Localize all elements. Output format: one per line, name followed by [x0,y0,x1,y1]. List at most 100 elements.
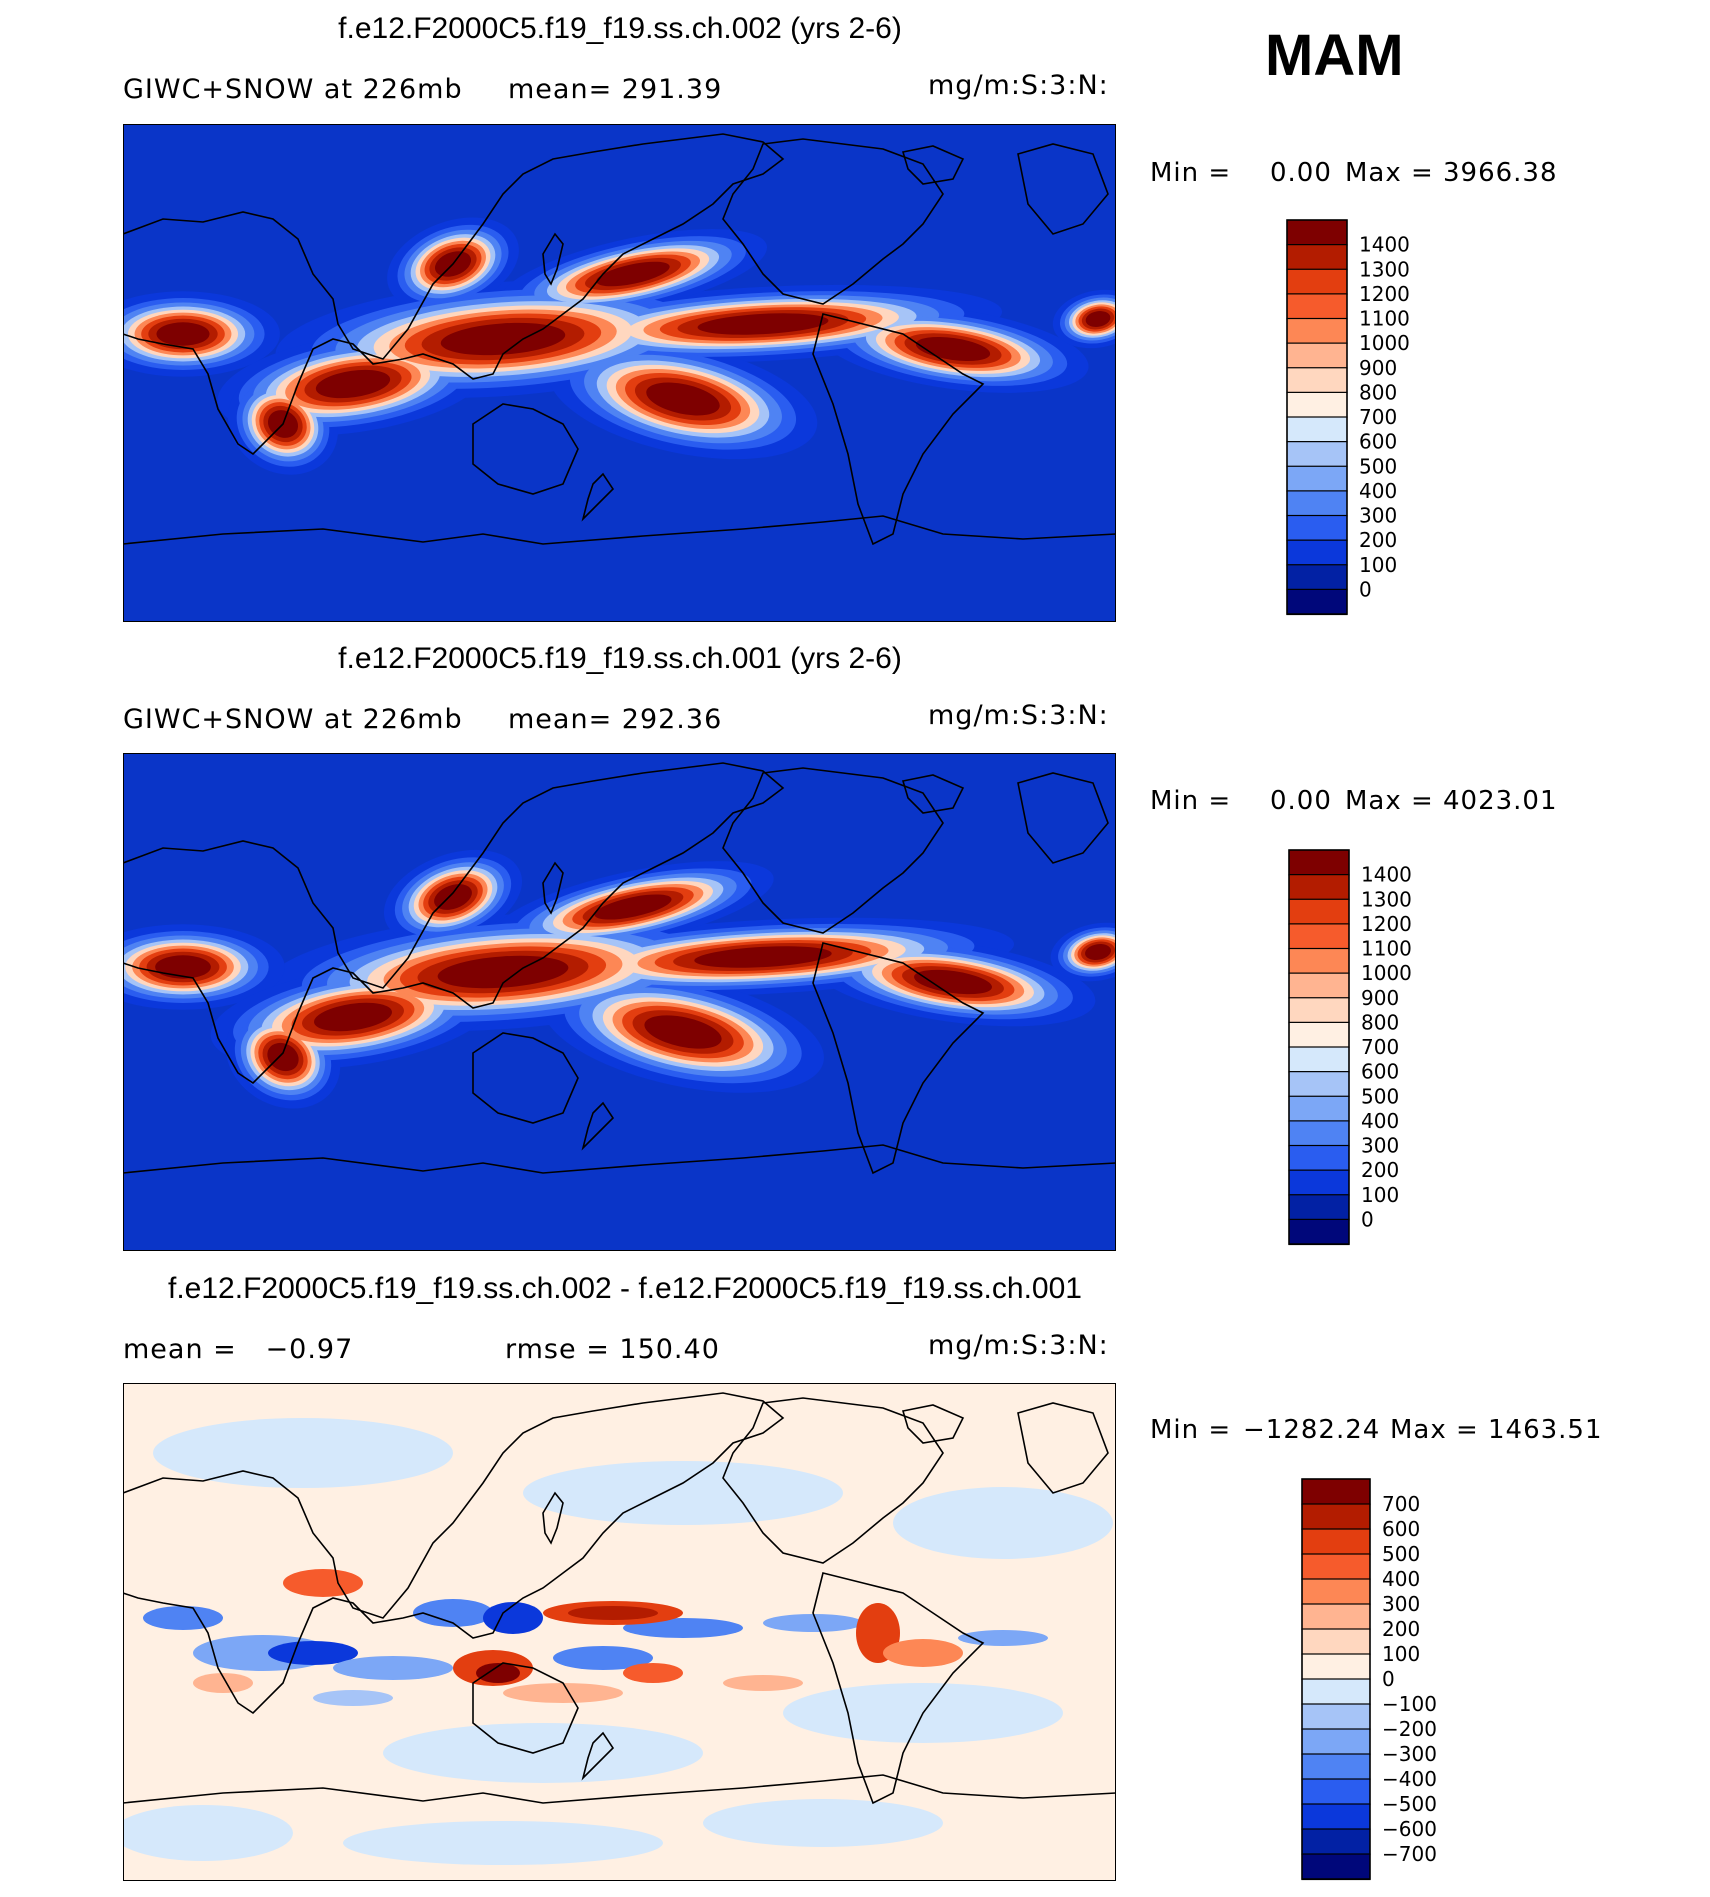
coastline [722,1397,944,1564]
colorbar-swatch [1286,441,1348,468]
coastline [812,942,985,1175]
coastline [542,861,564,915]
coastline [123,1144,1116,1174]
colorbar-swatch [1301,1828,1371,1856]
colorbar-tick-label: 600 [1382,1517,1420,1541]
field-contour [503,1683,623,1703]
colorbar-swatch [1288,972,1350,999]
panel-2-map [123,753,1116,1251]
colorbar-swatch [1288,1218,1350,1246]
field-contour [594,894,672,920]
colorbar-tick-label: 1200 [1361,912,1412,936]
colorbar-swatch [1288,1169,1350,1196]
field-contour [333,1656,453,1680]
field-contour [315,369,391,399]
coastline [123,133,785,456]
colorbar-swatch [1301,1653,1371,1681]
colorbar-tick-label: 1400 [1359,233,1410,257]
field-contour [723,1675,803,1691]
field-contour [413,1599,493,1627]
colorbar-swatch [1288,923,1350,950]
panel-1-max-label: Max = [1345,158,1434,188]
coastline [1017,772,1109,864]
panel-3-min-label: Min = [1150,1415,1232,1445]
colorbar-tick-label: 1400 [1361,863,1412,887]
field-contour [143,1606,223,1630]
colorbar-swatch [1288,1021,1350,1049]
colorbar-swatch [1286,416,1348,443]
colorbar-swatch [1286,465,1348,492]
coastline [812,1572,985,1805]
panel-2-field-contours [123,849,1116,1109]
panel-2-colorbar: 1400130012001100100090080070060050040030… [1288,849,1412,1246]
field-contour [313,1690,393,1706]
panel-3-max-value: 1463.51 [1488,1415,1603,1445]
colorbar-swatch [1286,268,1348,295]
colorbar-swatch [1301,1778,1371,1806]
colorbar-swatch [1301,1478,1371,1506]
coastline [1017,1402,1109,1494]
panel-1-field-label: GIWC+SNOW at 226mb [123,74,463,105]
colorbar-tick-label: −700 [1382,1842,1437,1866]
colorbar-swatch [1301,1678,1371,1706]
coastline [901,774,965,814]
season-label: MAM [1265,23,1404,88]
panel-1-units: mg/m:S:3:N: [928,70,1109,101]
field-contour [156,322,210,346]
coastline [542,1491,564,1545]
colorbar-swatch [1286,244,1348,271]
panel-2-max-label: Max = [1345,786,1434,816]
colorbar-swatch [1286,317,1348,345]
colorbar-tick-label: 100 [1382,1642,1420,1666]
colorbar-tick-label: 800 [1359,380,1397,404]
field-contour [568,1606,658,1620]
colorbar-swatch [1288,1071,1350,1098]
field-contour [193,1673,253,1693]
coastline [472,1662,579,1754]
colorbar-tick-label: 1000 [1359,331,1410,355]
coastline [123,515,1116,545]
coastline [472,403,579,495]
panel-2-mean-label: mean= 292.36 [508,704,723,735]
colorbar-swatch [1286,219,1348,246]
panel-3-title: f.e12.F2000C5.f19_f19.ss.ch.002 - f.e12.… [168,1272,1082,1305]
colorbar-swatch [1288,898,1350,925]
colorbar-tick-label: 600 [1361,1060,1399,1084]
colorbar-swatch [1286,514,1348,542]
coastline [581,1731,615,1781]
colorbar-swatch [1301,1753,1371,1781]
field-contour [483,1602,543,1634]
field-contour [283,1569,363,1597]
colorbar-swatch [1288,849,1350,876]
colorbar-swatch [1286,367,1348,394]
colorbar-tick-label: 600 [1359,430,1397,454]
field-contour [476,1663,520,1683]
panel-1-max-value: 3966.38 [1443,158,1558,188]
field-contour [523,1461,843,1525]
colorbar-swatch [1286,490,1348,517]
panel-3-mean-label: mean = −0.97 [123,1334,354,1365]
colorbar-tick-label: 100 [1359,553,1397,577]
field-contour [623,1618,743,1638]
coastline [581,472,615,522]
colorbar-swatch [1288,1046,1350,1073]
colorbar-swatch [1286,293,1348,320]
colorbar-tick-label: 900 [1361,986,1399,1010]
colorbar-tick-label: 300 [1382,1592,1420,1616]
colorbar-swatch [1288,1095,1350,1122]
colorbar-swatch [1301,1703,1371,1731]
colorbar-tick-label: 200 [1361,1158,1399,1182]
colorbar-swatch [1286,391,1348,419]
field-contour [1085,943,1111,961]
coastline [123,762,785,1085]
field-contour [697,313,829,335]
colorbar-swatch [1288,947,1350,975]
panel-1-field-contours [123,217,1116,475]
colorbar-swatch [1286,588,1348,616]
colorbar-swatch [1286,539,1348,566]
field-contour [314,1002,392,1032]
field-contour [623,1663,683,1683]
field-contour [694,946,832,968]
field-contour [763,1614,863,1632]
